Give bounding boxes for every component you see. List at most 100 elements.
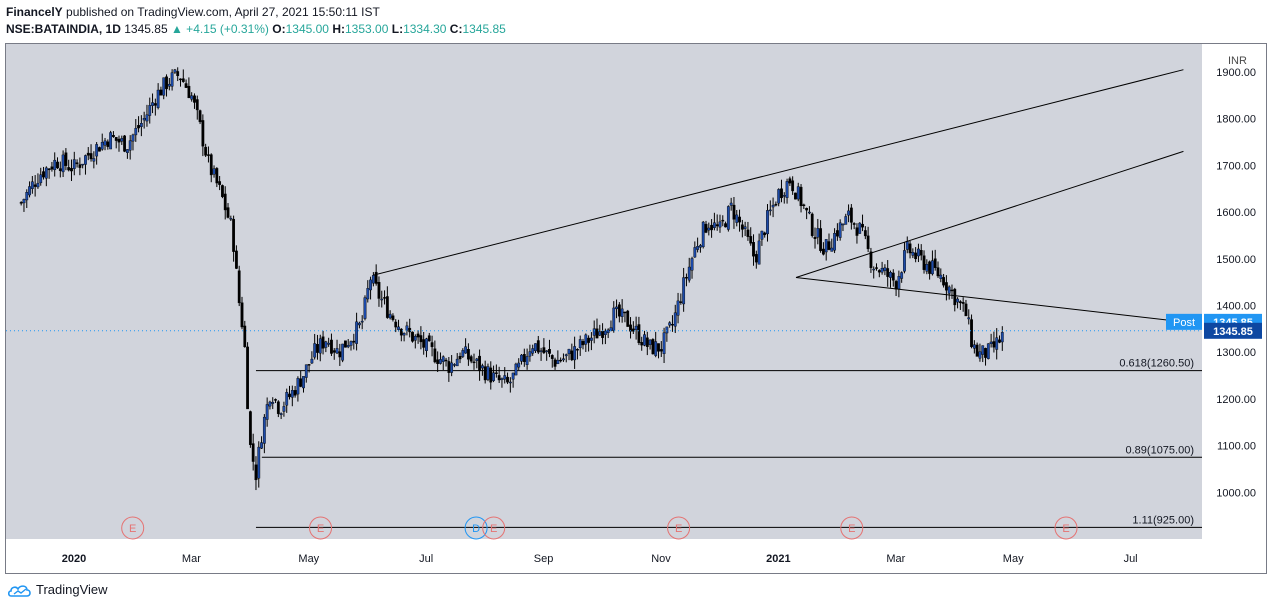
- time-axis[interactable]: 2020 Mar May Jul Sep Nov 2021 Mar May Jul: [62, 553, 1138, 565]
- candle-body: [215, 168, 219, 184]
- y-tick-label: 1800.00: [1216, 114, 1256, 126]
- earnings-event-marker[interactable]: E: [121, 516, 145, 540]
- candle-body: [671, 324, 674, 326]
- candle-body: [690, 258, 694, 271]
- candle-body: [654, 341, 658, 356]
- tradingview-footer[interactable]: TradingView: [8, 582, 108, 597]
- event-circle: [667, 516, 691, 540]
- candle-body: [707, 227, 711, 231]
- price-axis[interactable]: 1000.00 1100.00 1200.00 1300.00 1400.00 1500.…: [1166, 67, 1262, 499]
- x-tick-label: Mar: [886, 553, 905, 565]
- earnings-event-marker[interactable]: E: [667, 516, 691, 540]
- plot-background: [6, 44, 1202, 539]
- post-label-box: [1166, 313, 1202, 330]
- candle-body: [165, 76, 168, 90]
- descending-trendline[interactable]: [795, 276, 1184, 323]
- candle-body: [112, 135, 115, 137]
- x-tick-label: Jul: [1124, 553, 1138, 565]
- published-text: published on TradingView.com, April 27, …: [66, 5, 380, 19]
- candle-body: [726, 206, 730, 230]
- candle-body: [61, 154, 65, 173]
- earnings-event-marker[interactable]: E: [840, 516, 864, 540]
- candle-body: [352, 340, 356, 343]
- candle-body: [405, 325, 409, 331]
- candle-body: [788, 178, 792, 184]
- price-axis-background: [1202, 44, 1266, 539]
- candle-body: [81, 163, 85, 166]
- candle-body: [366, 288, 370, 300]
- event-circle: [309, 516, 333, 540]
- candle-body: [589, 337, 593, 341]
- candle-body: [503, 375, 507, 380]
- candle-body: [240, 302, 244, 328]
- candle-body: [643, 334, 646, 346]
- candle-body: [25, 192, 29, 201]
- candle-body: [84, 155, 87, 165]
- candle-body: [645, 337, 649, 347]
- candle-body: [279, 413, 283, 416]
- candle-body: [436, 359, 440, 364]
- candle-body: [721, 219, 725, 222]
- candle-body: [835, 230, 839, 237]
- candle-body: [453, 364, 456, 366]
- candle-body: [679, 301, 683, 303]
- candle-body: [631, 328, 635, 332]
- candle-body: [752, 242, 755, 257]
- candle-body: [310, 358, 314, 364]
- earnings-event-marker[interactable]: E: [309, 516, 333, 540]
- dividend-event-marker[interactable]: D: [464, 516, 488, 540]
- candle-body: [447, 361, 451, 373]
- candle-body: [257, 446, 261, 479]
- candle-body: [925, 264, 929, 272]
- event-circle: [1054, 516, 1078, 540]
- last-price-tag[interactable]: 1345.85: [1204, 322, 1262, 339]
- candle-body: [573, 346, 577, 361]
- candle-body: [796, 186, 800, 200]
- candle-body: [223, 193, 227, 211]
- candle-body: [919, 250, 923, 256]
- candle-body: [75, 162, 79, 165]
- candle-body: [542, 347, 546, 354]
- candle-body: [763, 232, 767, 236]
- candle-body: [19, 202, 23, 204]
- candle-body: [634, 325, 638, 330]
- candle-body: [86, 152, 90, 156]
- candle-body: [947, 286, 951, 294]
- candle-body: [900, 272, 904, 279]
- event-circle: [464, 516, 488, 540]
- candle-body: [316, 344, 319, 353]
- tradingview-cloud-icon: [8, 584, 31, 597]
- candle-body: [562, 358, 565, 361]
- earnings-event-marker[interactable]: E: [482, 516, 506, 540]
- candle-body: [408, 327, 412, 333]
- candle-body: [606, 329, 610, 334]
- candle-body: [394, 321, 398, 328]
- candle-body: [243, 325, 247, 348]
- candle-body: [402, 332, 406, 336]
- candle-body: [232, 218, 236, 252]
- candle-body: [22, 199, 26, 204]
- candle-body: [936, 267, 940, 277]
- candle-body: [827, 241, 831, 250]
- candle-body: [922, 255, 926, 270]
- candle-body: [712, 222, 716, 228]
- candle-body: [514, 363, 518, 376]
- candle-body: [704, 223, 708, 233]
- upper-resistance-line[interactable]: [373, 69, 1184, 276]
- candle-body: [534, 343, 537, 352]
- candle-body: [497, 375, 501, 381]
- price-chart[interactable]: 0.618(1260.50)0.89(1075.00)1.11(925.00) …: [0, 0, 1274, 580]
- candle-body: [657, 343, 660, 352]
- candle-body: [995, 337, 999, 350]
- trend-lines[interactable]: [373, 69, 1184, 323]
- candle-body: [299, 378, 303, 387]
- candle-body: [553, 359, 557, 367]
- candle-body: [254, 464, 258, 481]
- candle-body: [363, 297, 367, 319]
- candle-body: [668, 322, 672, 326]
- earnings-event-marker[interactable]: E: [1054, 516, 1078, 540]
- inner-channel-line[interactable]: [795, 150, 1184, 278]
- candle-body: [162, 77, 166, 96]
